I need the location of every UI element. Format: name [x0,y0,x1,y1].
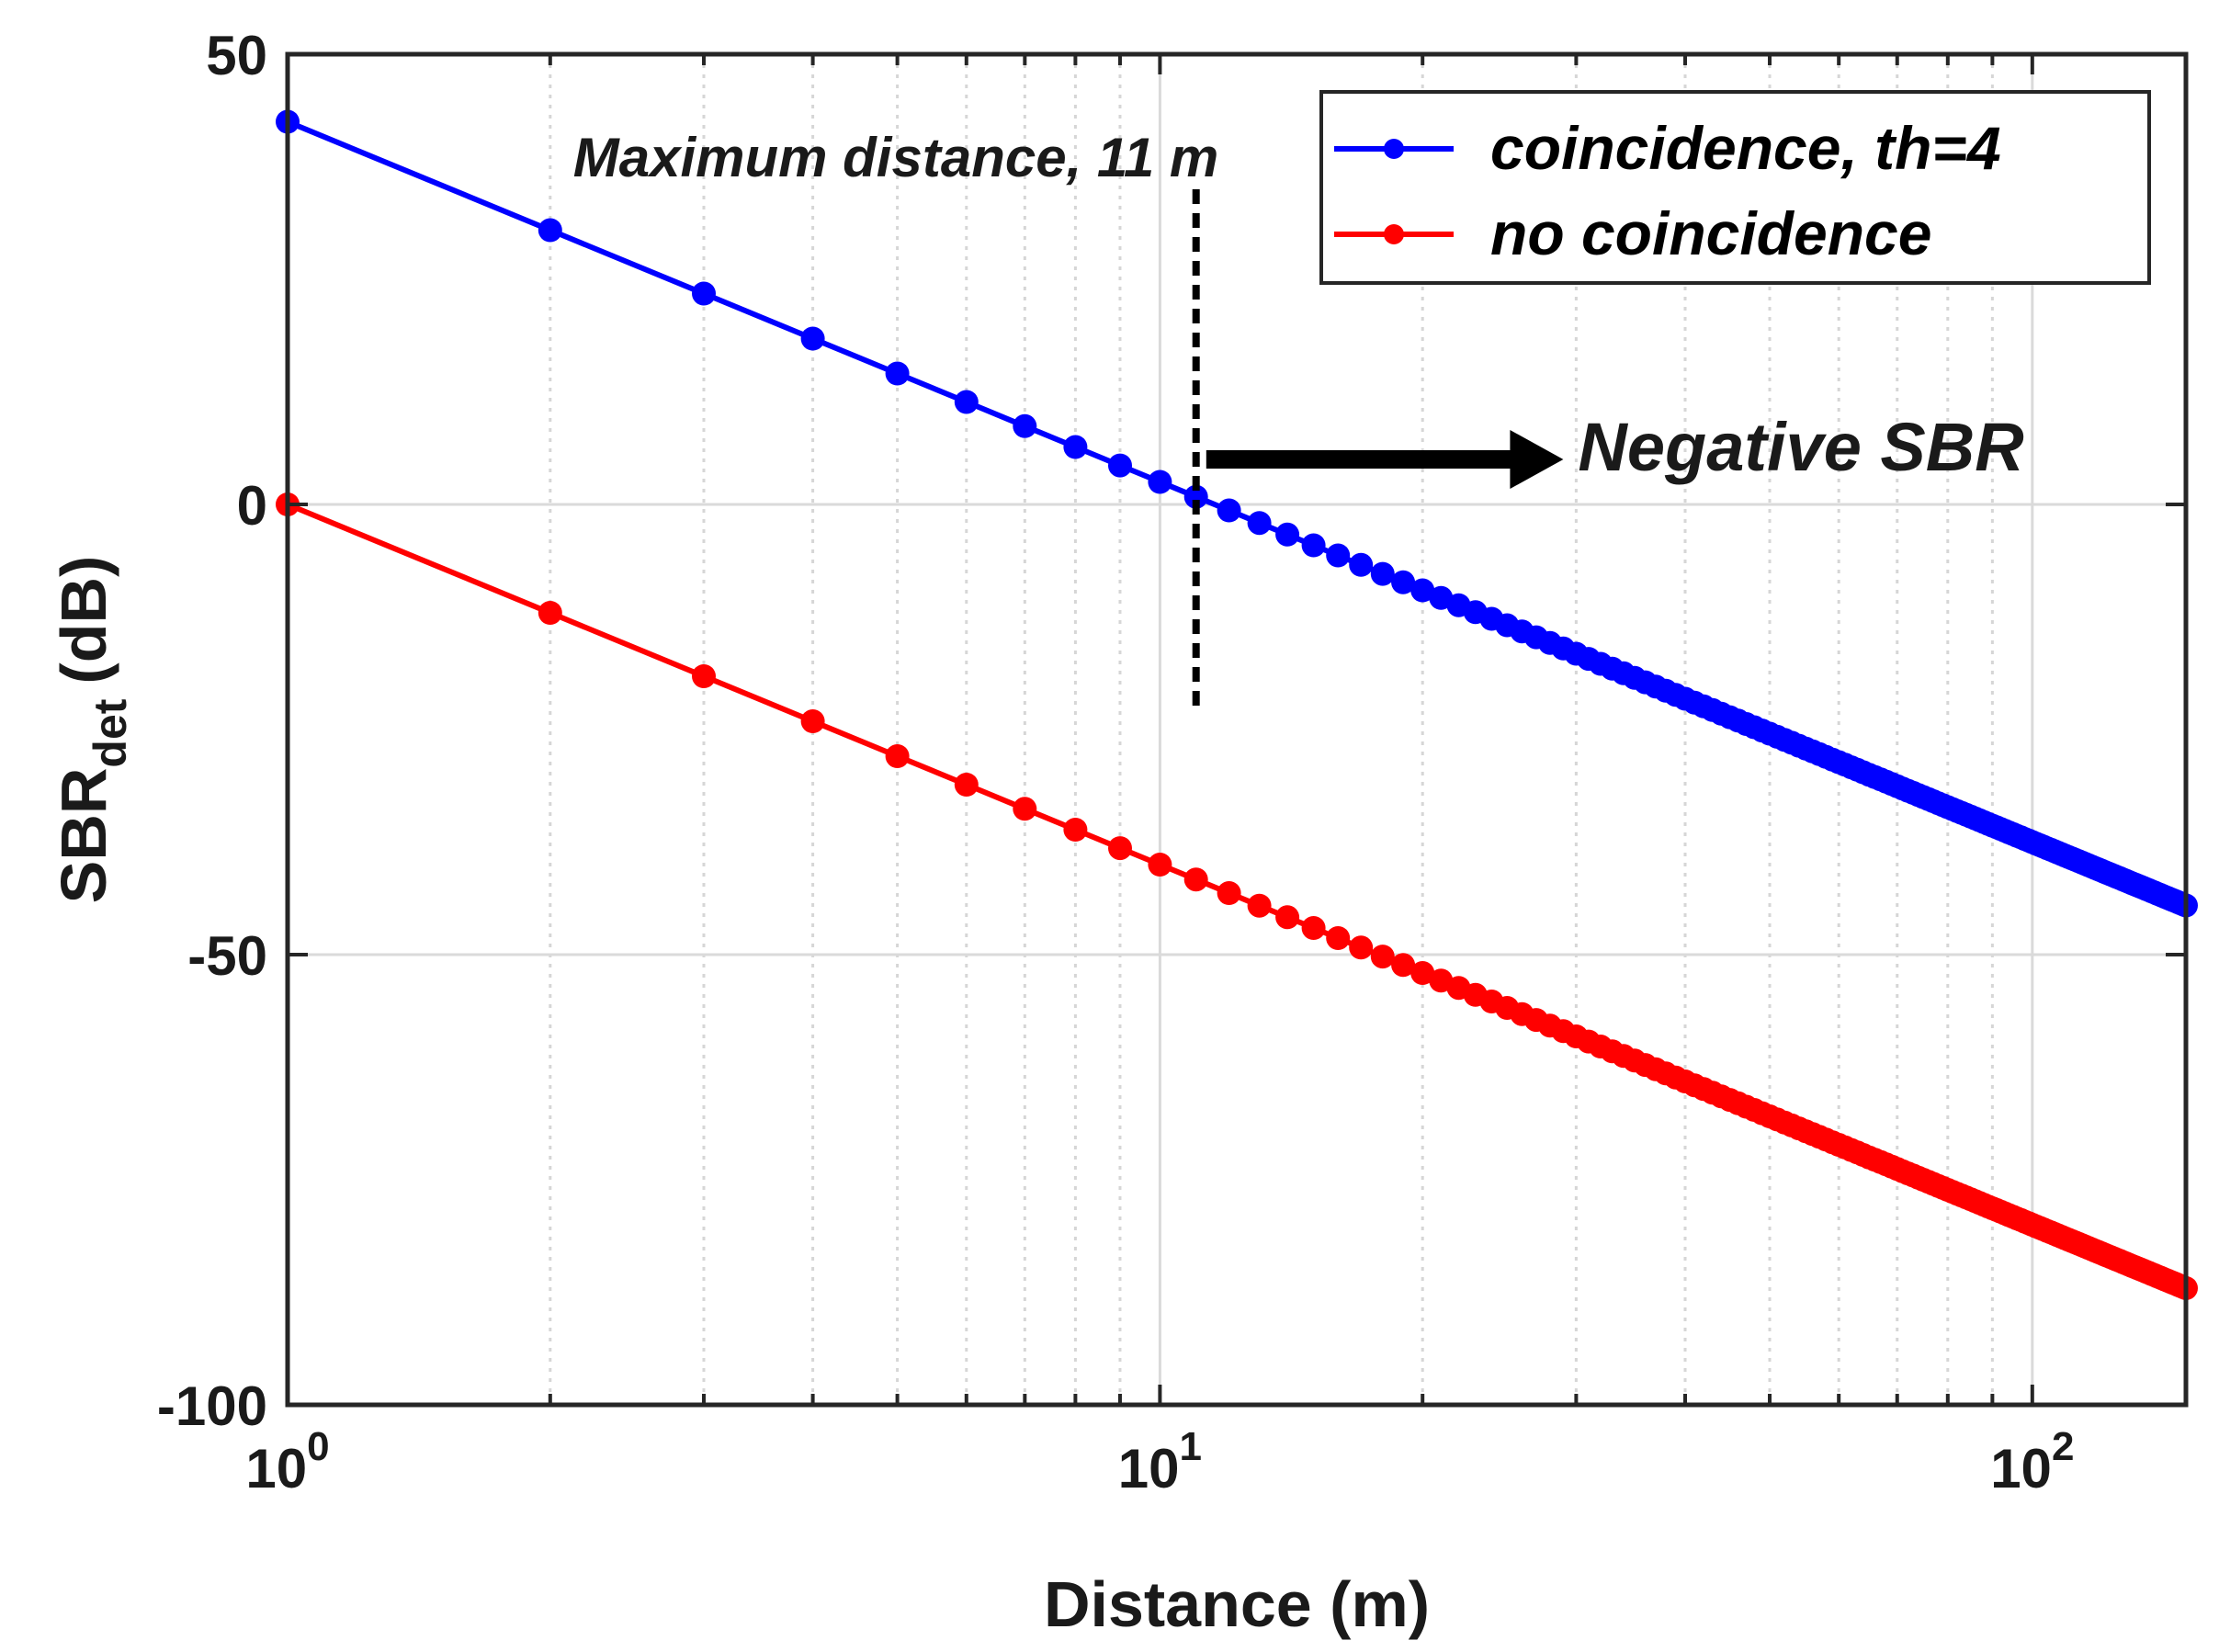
y-tick-label: -50 [187,925,267,987]
y-tick-label: 50 [206,25,267,86]
x-tick-label: 101 [1118,1424,1202,1499]
data-point [692,281,716,306]
x-tick-label: 100 [245,1424,329,1499]
data-point [1275,522,1300,547]
data-point [1148,853,1172,877]
data-point [538,601,562,625]
data-point [885,744,910,768]
data-point [1301,533,1326,558]
data-point [1391,570,1416,594]
x-tick-exponent: 2 [2052,1424,2074,1469]
data-point [1183,484,1208,509]
legend-marker-coincidence [1384,139,1404,159]
data-point [1063,818,1088,842]
x-tick-base: 10 [245,1438,307,1499]
data-point [1217,881,1241,905]
annotation-layer [1192,189,1564,707]
negative-sbr-annotation: Negative SBR [1578,409,2023,485]
data-point [1275,905,1300,930]
data-point [538,218,562,243]
data-point [1013,797,1037,821]
negative-sbr-arrow-head [1510,430,1564,489]
y-tick-label: -100 [157,1375,267,1437]
data-point [1183,867,1208,892]
legend-marker-no-coincidence [1384,224,1404,244]
data-point [1108,836,1132,861]
series-0 [276,109,2198,918]
data-point [954,390,979,414]
y-axis-label: SBRdet (dB) [48,556,136,904]
data-point [1301,916,1326,940]
x-tick-exponent: 1 [1180,1424,1202,1469]
data-point [1247,893,1272,918]
data-point [692,664,716,688]
data-point [1349,935,1374,960]
plot-frame [285,51,2189,1408]
y-axis-label-main: SBR [48,768,119,904]
x-tick-label: 102 [1990,1424,2074,1499]
data-point [1370,945,1395,969]
data-point [1349,552,1374,577]
data-point [1410,961,1435,985]
data-point [885,361,910,386]
data-point [1063,435,1088,459]
data-point [800,326,825,351]
data-point [954,773,979,797]
data-point [1247,511,1272,536]
data-point [1391,953,1416,978]
legend-entry-no-coincidence: no coincidence [1490,199,1931,267]
data-point [1410,578,1435,603]
legend: coincidence, th=4 no coincidence [1319,90,2151,285]
legend-entry-coincidence: coincidence, th=4 [1490,114,2001,182]
y-axis-label-subscript: det [85,698,136,767]
legend-box [1319,90,2151,285]
y-tick-label: 0 [237,475,267,537]
data-point [1217,498,1241,523]
x-axis-label: Distance (m) [1044,1568,1430,1640]
data-point [1326,926,1351,950]
data-point [1326,543,1351,568]
y-axis-label-unit: (dB) [48,556,119,685]
data-point [1370,561,1395,586]
data-point [800,709,825,733]
data-point [1108,453,1132,478]
series-layer [276,109,2198,1300]
max-distance-annotation: Maximum distance, 11 m [573,127,1218,188]
data-point [1013,413,1037,438]
x-tick-base: 10 [1118,1438,1180,1499]
data-point [1148,470,1172,494]
series-1 [276,492,2198,1300]
x-tick-base: 10 [1990,1438,2052,1499]
x-tick-exponent: 0 [307,1424,329,1469]
